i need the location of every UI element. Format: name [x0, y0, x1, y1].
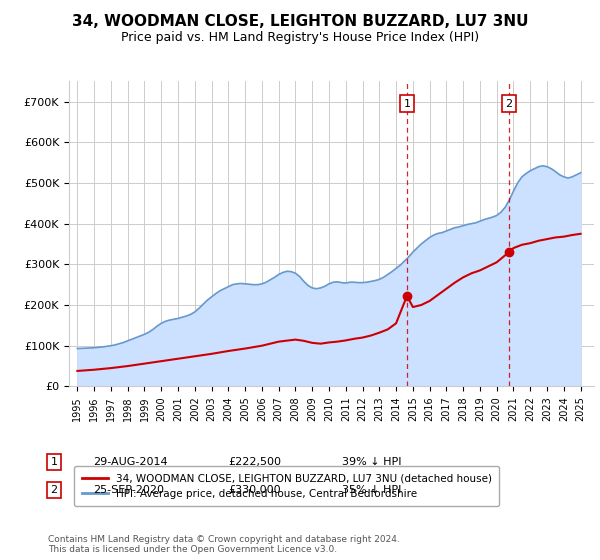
Text: 2: 2 — [50, 485, 58, 495]
Text: 29-AUG-2014: 29-AUG-2014 — [93, 457, 167, 467]
Text: Price paid vs. HM Land Registry's House Price Index (HPI): Price paid vs. HM Land Registry's House … — [121, 31, 479, 44]
Text: 1: 1 — [403, 99, 410, 109]
Text: 1: 1 — [50, 457, 58, 467]
Text: £222,500: £222,500 — [228, 457, 281, 467]
Text: 34, WOODMAN CLOSE, LEIGHTON BUZZARD, LU7 3NU: 34, WOODMAN CLOSE, LEIGHTON BUZZARD, LU7… — [72, 14, 528, 29]
Text: Contains HM Land Registry data © Crown copyright and database right 2024.
This d: Contains HM Land Registry data © Crown c… — [48, 535, 400, 554]
Text: 39% ↓ HPI: 39% ↓ HPI — [342, 457, 401, 467]
Text: 35% ↓ HPI: 35% ↓ HPI — [342, 485, 401, 495]
Text: 2: 2 — [505, 99, 512, 109]
Text: 25-SEP-2020: 25-SEP-2020 — [93, 485, 164, 495]
Legend: 34, WOODMAN CLOSE, LEIGHTON BUZZARD, LU7 3NU (detached house), HPI: Average pric: 34, WOODMAN CLOSE, LEIGHTON BUZZARD, LU7… — [74, 466, 499, 506]
Text: £330,000: £330,000 — [228, 485, 281, 495]
